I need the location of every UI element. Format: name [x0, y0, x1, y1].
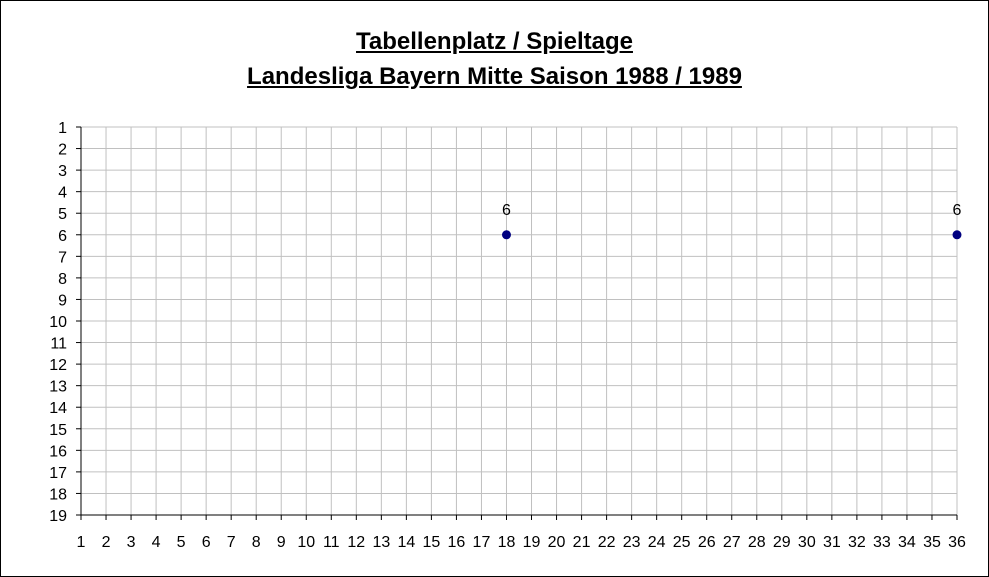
data-label: 6 [953, 202, 962, 219]
data-point [952, 230, 962, 240]
y-tick-label: 6 [58, 228, 67, 245]
x-tick-label: 3 [127, 534, 136, 551]
x-tick-label: 36 [948, 534, 966, 551]
x-tick-label: 22 [598, 534, 616, 551]
data-point [501, 230, 511, 240]
y-tick-label: 16 [49, 443, 67, 460]
data-points [501, 230, 962, 240]
y-tick-label: 5 [58, 206, 67, 223]
x-tick-label: 33 [873, 534, 891, 551]
y-tick-label: 7 [58, 249, 67, 266]
y-tick-label: 19 [49, 508, 67, 525]
x-tick-label: 15 [423, 534, 441, 551]
y-tick-label: 9 [58, 292, 67, 309]
x-tick-label: 6 [202, 534, 211, 551]
x-tick-label: 28 [748, 534, 766, 551]
x-tick-label: 16 [448, 534, 466, 551]
y-tick-label: 8 [58, 271, 67, 288]
x-tick-label: 30 [798, 534, 816, 551]
x-tick-label: 4 [152, 534, 161, 551]
y-tick-label: 13 [49, 379, 67, 396]
x-tick-label: 25 [673, 534, 691, 551]
y-tick-label: 18 [49, 486, 67, 503]
x-tick-label: 7 [227, 534, 236, 551]
grid-lines [81, 126, 958, 516]
x-tick-label: 21 [573, 534, 591, 551]
x-tick-label: 27 [723, 534, 741, 551]
y-tick-label: 12 [49, 357, 67, 374]
y-tick-label: 2 [58, 142, 67, 159]
y-tick-label: 15 [49, 422, 67, 439]
x-tick-label: 20 [548, 534, 566, 551]
x-tick-label: 13 [372, 534, 390, 551]
data-label: 6 [502, 202, 511, 219]
y-tick-label: 3 [58, 163, 67, 180]
x-tick-label: 14 [397, 534, 415, 551]
x-tick-label: 24 [648, 534, 666, 551]
x-tick-label: 1 [77, 534, 86, 551]
x-tick-label: 31 [823, 534, 841, 551]
x-tick-label: 32 [848, 534, 866, 551]
x-tick-label: 29 [773, 534, 791, 551]
y-tick-label: 10 [49, 314, 67, 331]
y-tick-label: 14 [49, 400, 67, 417]
chart-subtitle: Landesliga Bayern Mitte Saison 1988 / 19… [247, 63, 742, 90]
x-tick-label: 9 [277, 534, 286, 551]
axes [76, 126, 958, 520]
y-tick-label: 4 [58, 185, 67, 202]
x-tick-label: 23 [623, 534, 641, 551]
y-tick-label: 17 [49, 465, 67, 482]
x-tick-label: 35 [923, 534, 941, 551]
x-tick-labels: 1 2 3 4 5 6 7 8 9 10 11 12 13 14 15 16 17 18 19 20 21 22 23 24 2… [77, 534, 966, 551]
x-tick-label: 26 [698, 534, 716, 551]
chart-title: Tabellenplatz / Spieltage [356, 28, 633, 55]
y-tick-label: 11 [50, 336, 67, 353]
x-tick-label: 12 [347, 534, 365, 551]
y-tick-label: 1 [58, 120, 67, 137]
x-tick-label: 17 [473, 534, 491, 551]
x-tick-label: 19 [523, 534, 541, 551]
x-tick-label: 34 [898, 534, 916, 551]
x-tick-label: 18 [498, 534, 516, 551]
x-tick-label: 2 [102, 534, 111, 551]
x-tick-label: 8 [252, 534, 261, 551]
x-tick-label: 10 [297, 534, 315, 551]
x-tick-label: 11 [323, 534, 340, 551]
x-tick-label: 5 [177, 534, 186, 551]
